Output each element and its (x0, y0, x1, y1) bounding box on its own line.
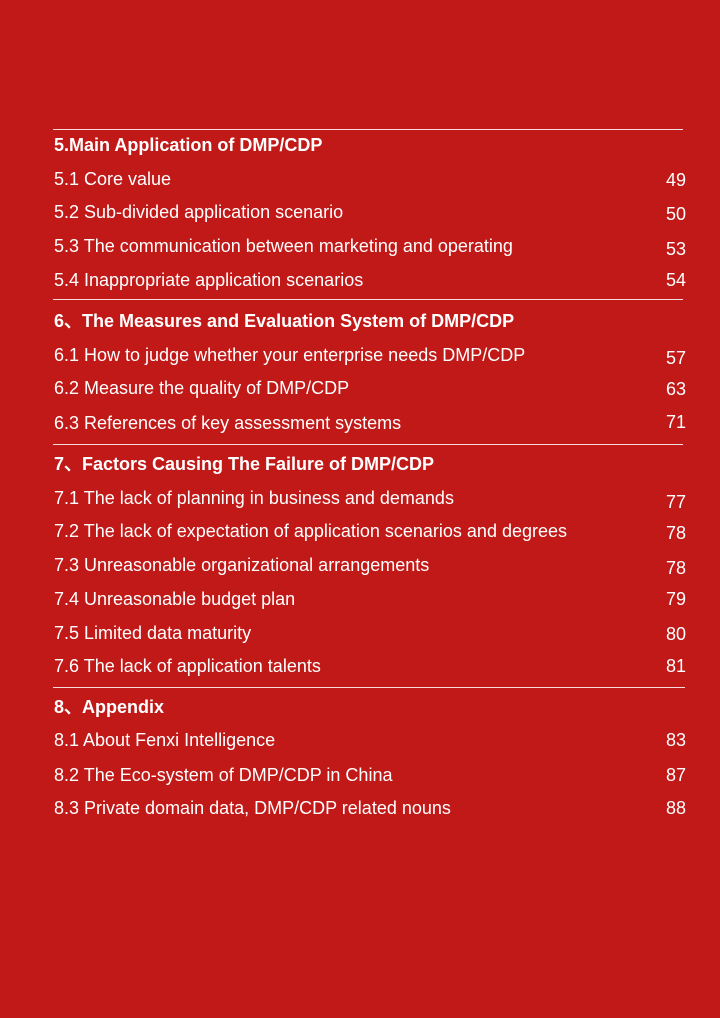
page-number: 53 (665, 239, 686, 259)
toc-entry-5-1[interactable]: 5.1 Core value (54, 169, 172, 189)
page-number: 81 (665, 656, 686, 676)
section-divider (53, 687, 685, 688)
page-number: 87 (665, 765, 686, 785)
toc-entry-7-5[interactable]: 7.5 Limited data maturity (54, 623, 252, 643)
section-divider (53, 299, 683, 300)
section-heading-8[interactable]: 8、Appendix (54, 697, 165, 717)
toc-entry-7-1[interactable]: 7.1 The lack of planning in business and… (54, 488, 454, 508)
section-divider (53, 444, 683, 445)
section-heading-5[interactable]: 5.Main Application of DMP/CDP (54, 135, 323, 155)
page-number: 54 (665, 270, 686, 290)
toc-entry-7-6[interactable]: 7.6 The lack of application talents (54, 656, 321, 676)
toc-entry-5-3[interactable]: 5.3 The communication between marketing … (54, 236, 513, 256)
page-number: 80 (665, 624, 686, 644)
toc-entry-5-2[interactable]: 5.2 Sub-divided application scenario (54, 202, 344, 222)
section-heading-6[interactable]: 6、The Measures and Evaluation System of … (54, 311, 515, 331)
toc-entry-7-3[interactable]: 7.3 Unreasonable organizational arrangem… (54, 555, 430, 575)
toc-entry-5-4[interactable]: 5.4 Inappropriate application scenarios (54, 270, 364, 290)
page-number: 78 (665, 523, 686, 543)
toc-entry-8-1[interactable]: 8.1 About Fenxi Intelligence (54, 730, 276, 750)
toc-entry-8-3[interactable]: 8.3 Private domain data, DMP/CDP related… (54, 798, 451, 818)
section-divider (53, 129, 683, 130)
page-number: 78 (665, 558, 686, 578)
toc-entry-7-2[interactable]: 7.2 The lack of expectation of applicati… (54, 521, 567, 541)
page-number: 49 (665, 170, 686, 190)
page-number: 50 (665, 204, 686, 224)
toc-entry-8-2[interactable]: 8.2 The Eco-system of DMP/CDP in China (54, 765, 393, 785)
toc-entry-7-4[interactable]: 7.4 Unreasonable budget plan (54, 589, 296, 609)
page-number: 57 (665, 348, 686, 368)
page-number: 83 (665, 730, 686, 750)
page-number: 88 (665, 798, 686, 818)
section-heading-7[interactable]: 7、Factors Causing The Failure of DMP/CDP (54, 454, 435, 474)
toc-entry-6-2[interactable]: 6.2 Measure the quality of DMP/CDP (54, 378, 350, 398)
page-number: 71 (665, 412, 686, 432)
toc-entry-6-3[interactable]: 6.3 References of key assessment systems (54, 413, 402, 433)
page-number: 79 (665, 589, 686, 609)
page-number: 77 (665, 492, 686, 512)
toc-entry-6-1[interactable]: 6.1 How to judge whether your enterprise… (54, 345, 526, 365)
page-number: 63 (665, 379, 686, 399)
